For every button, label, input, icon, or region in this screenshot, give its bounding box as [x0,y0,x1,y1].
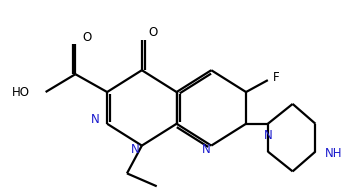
Text: N: N [130,143,139,156]
Text: N: N [91,113,100,126]
Text: NH: NH [325,147,343,160]
Text: F: F [272,71,279,84]
Text: O: O [148,26,157,39]
Text: O: O [83,31,92,44]
Text: N: N [263,129,272,142]
Text: HO: HO [12,85,30,98]
Text: N: N [202,143,211,156]
